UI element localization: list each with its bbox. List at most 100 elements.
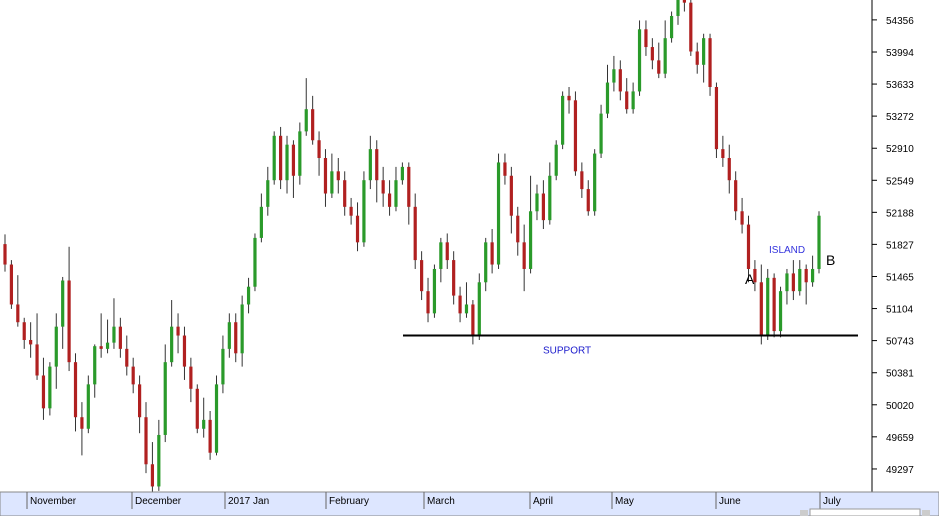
candle-body bbox=[746, 224, 751, 269]
candle bbox=[586, 180, 590, 216]
candle-body bbox=[29, 339, 33, 345]
candle-body bbox=[105, 342, 110, 349]
candle bbox=[266, 166, 270, 216]
candle-body bbox=[118, 326, 122, 349]
x-axis: November December 2017 Jan February March Apr… bbox=[26, 492, 841, 509]
candle-body bbox=[368, 149, 372, 181]
candle-body bbox=[259, 206, 263, 238]
candle bbox=[791, 260, 795, 301]
candle-body bbox=[182, 335, 187, 367]
scroll-indicator[interactable] bbox=[800, 508, 930, 517]
candle bbox=[810, 255, 815, 287]
candle-body bbox=[285, 144, 289, 181]
candle-body bbox=[727, 158, 731, 181]
candle-body bbox=[355, 215, 360, 243]
candle-body bbox=[22, 322, 26, 340]
candle-body bbox=[202, 419, 206, 429]
candle-body bbox=[798, 268, 802, 292]
candle bbox=[702, 33, 706, 83]
candle bbox=[625, 78, 629, 114]
candle-body bbox=[125, 348, 129, 367]
candle-body bbox=[99, 346, 103, 349]
candle bbox=[93, 344, 97, 398]
candle bbox=[548, 162, 552, 225]
y-tick-label: 50743 bbox=[886, 337, 914, 348]
candle-body bbox=[137, 384, 142, 418]
candle-body bbox=[394, 180, 398, 207]
candle bbox=[599, 104, 603, 159]
candle-body bbox=[144, 417, 148, 465]
candle bbox=[432, 264, 437, 318]
annotation-island: ISLAND bbox=[769, 245, 805, 256]
x-tick-label: March bbox=[427, 496, 455, 507]
candle bbox=[368, 135, 372, 190]
candle-body bbox=[298, 131, 302, 176]
candle-body bbox=[464, 304, 469, 314]
candle bbox=[490, 229, 494, 274]
candle bbox=[41, 357, 46, 420]
candle bbox=[343, 171, 347, 216]
candle bbox=[798, 260, 802, 296]
candle-body bbox=[439, 242, 443, 269]
candle bbox=[464, 282, 469, 318]
candle-body bbox=[381, 180, 385, 194]
candle bbox=[695, 42, 699, 74]
candle-body bbox=[605, 82, 610, 114]
candle-body bbox=[61, 280, 65, 327]
candle-body bbox=[445, 242, 449, 261]
candle bbox=[240, 295, 244, 367]
candle-body bbox=[375, 149, 379, 181]
candle bbox=[118, 317, 122, 358]
candle-body bbox=[535, 193, 539, 212]
candle bbox=[657, 42, 661, 79]
candle bbox=[772, 273, 776, 338]
candle bbox=[29, 322, 33, 358]
candle-body bbox=[349, 206, 353, 216]
candle bbox=[573, 91, 578, 176]
candle-body bbox=[407, 166, 411, 207]
candle bbox=[22, 317, 26, 349]
candle bbox=[35, 313, 39, 380]
candle bbox=[112, 298, 116, 349]
candle bbox=[221, 335, 225, 394]
candle-body bbox=[253, 237, 257, 287]
candle bbox=[3, 234, 7, 272]
candle-body bbox=[637, 29, 642, 92]
candle-body bbox=[599, 113, 603, 154]
candle bbox=[580, 162, 584, 198]
candle bbox=[759, 264, 763, 345]
candle-body bbox=[503, 162, 507, 176]
candle-body bbox=[93, 346, 97, 385]
candle-body bbox=[689, 2, 693, 52]
candle bbox=[593, 149, 597, 216]
candle-body bbox=[35, 344, 39, 376]
candle bbox=[202, 397, 206, 438]
candle bbox=[125, 335, 129, 376]
candle bbox=[176, 313, 180, 354]
candle-body bbox=[150, 464, 155, 487]
candle-body bbox=[650, 47, 654, 61]
candle-body bbox=[189, 366, 193, 389]
candle-body bbox=[586, 189, 590, 212]
candle-body bbox=[208, 419, 212, 453]
y-tick-label: 52188 bbox=[886, 208, 914, 219]
candle-body bbox=[400, 166, 404, 181]
candle-body bbox=[496, 162, 501, 265]
candle-body bbox=[612, 69, 616, 83]
candle bbox=[400, 162, 404, 185]
candle bbox=[9, 260, 14, 309]
y-tick-label: 53994 bbox=[886, 48, 914, 59]
candle bbox=[612, 55, 616, 92]
candle bbox=[144, 402, 148, 474]
candle bbox=[311, 95, 315, 145]
candle bbox=[496, 153, 501, 269]
candle bbox=[778, 286, 783, 338]
candle bbox=[246, 277, 251, 314]
candle bbox=[407, 162, 411, 225]
candle bbox=[163, 344, 167, 443]
candle bbox=[336, 158, 340, 194]
candle-body bbox=[131, 366, 135, 385]
candle-body bbox=[291, 144, 296, 176]
candle bbox=[279, 126, 283, 190]
candle bbox=[48, 362, 52, 416]
